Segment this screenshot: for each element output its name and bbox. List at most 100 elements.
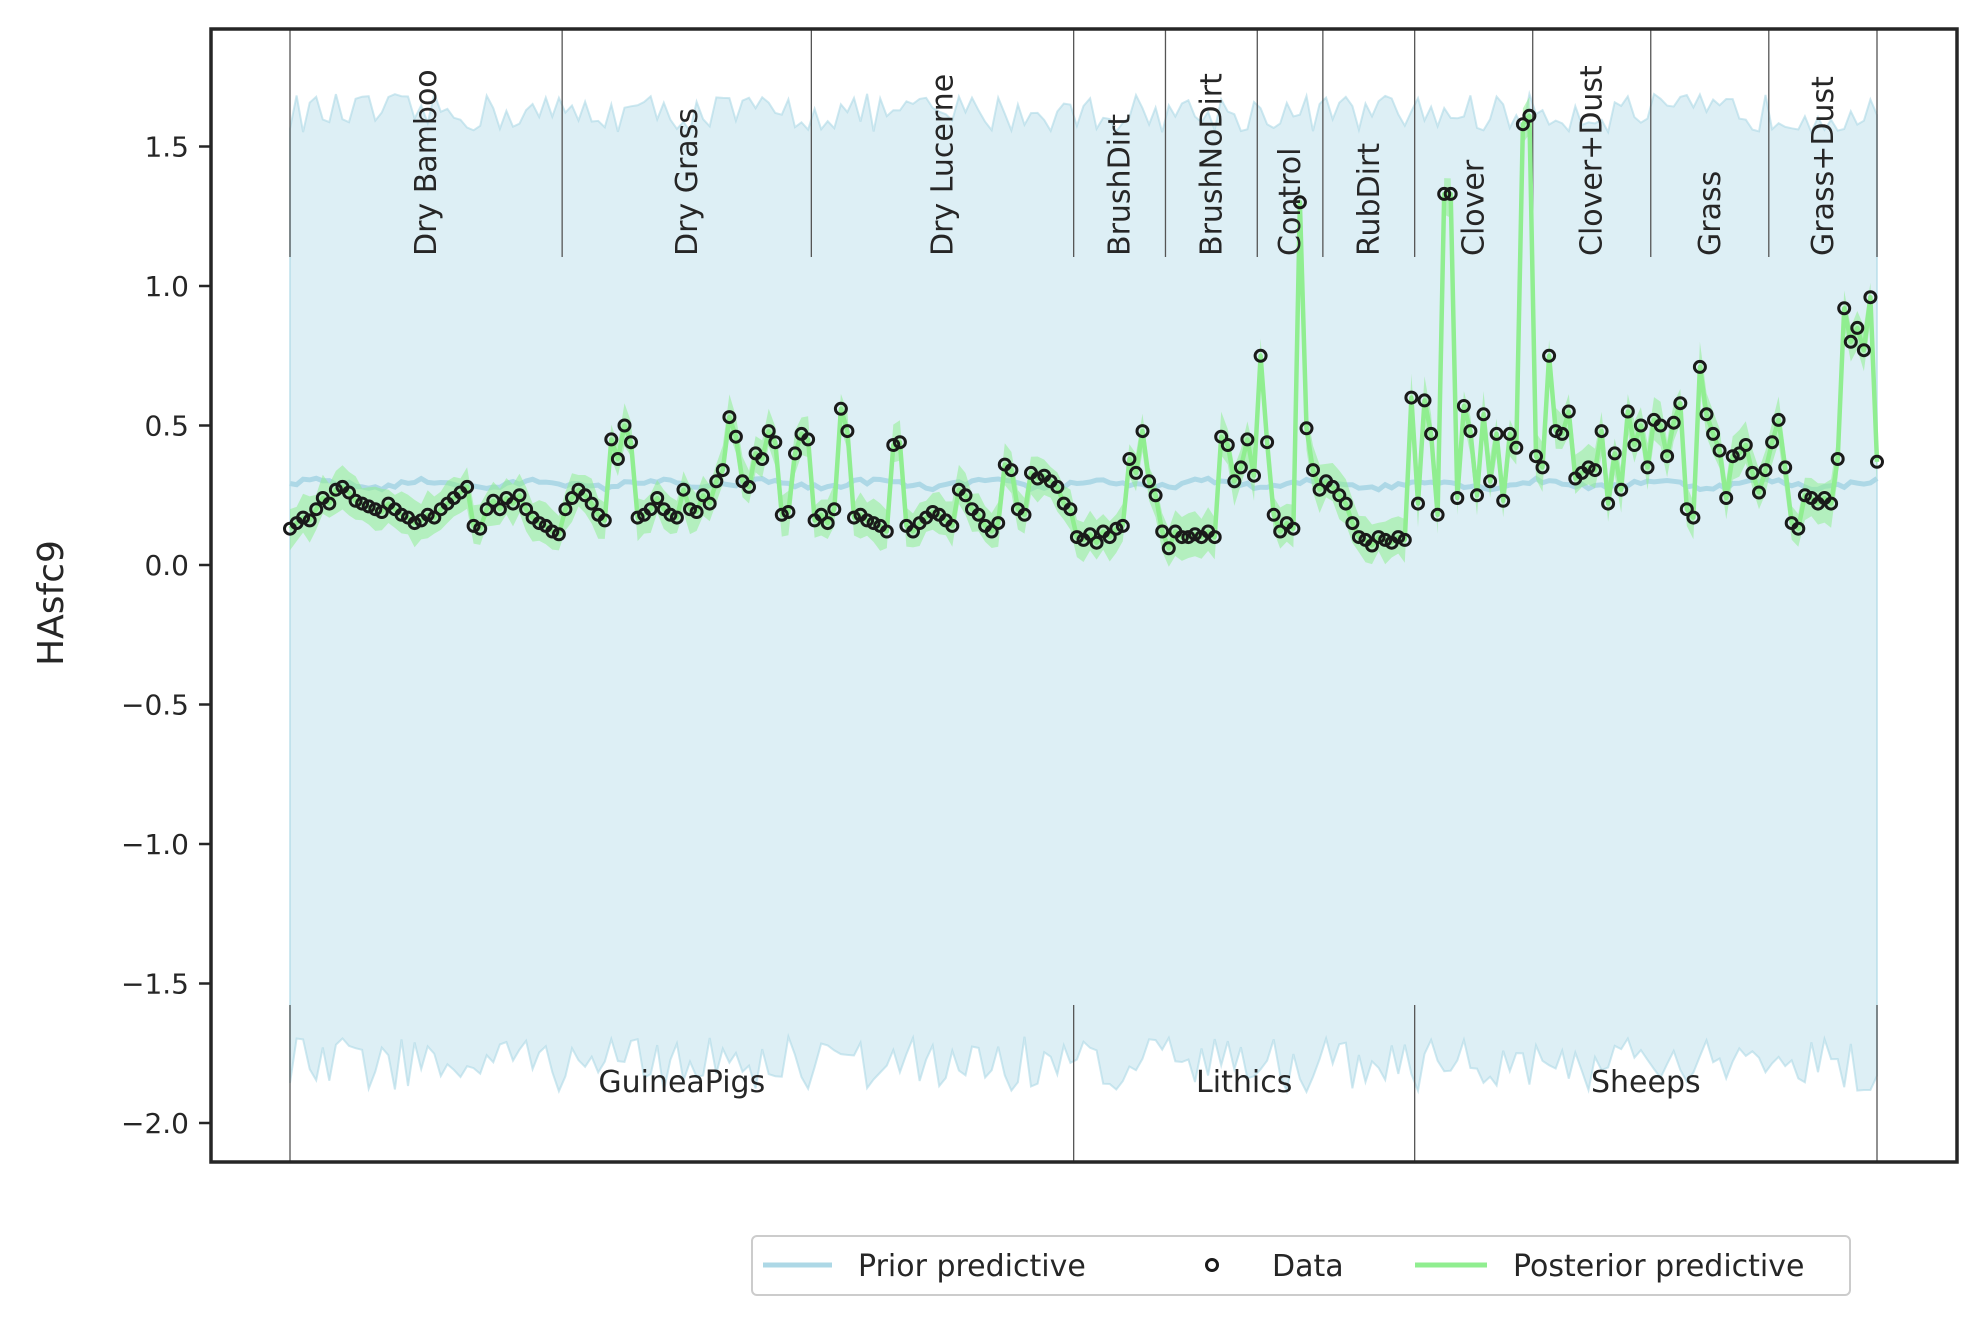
data-point — [1397, 532, 1412, 547]
data-point — [1496, 493, 1511, 508]
data-point — [761, 424, 776, 439]
data-point — [788, 446, 802, 461]
data-point — [1306, 463, 1320, 478]
data-point — [991, 516, 1006, 531]
data-point — [1129, 465, 1143, 480]
data-point — [1456, 399, 1471, 413]
data-point — [1863, 290, 1878, 305]
data-point — [1102, 530, 1117, 545]
legend-label: Data — [1272, 1249, 1344, 1284]
data-point — [643, 502, 658, 517]
data-point — [892, 435, 907, 450]
data-point — [1843, 334, 1858, 349]
data-point — [1758, 463, 1773, 478]
data-point — [715, 463, 730, 478]
data-point — [1627, 438, 1642, 452]
data-point — [1824, 496, 1839, 511]
data-point — [676, 482, 691, 497]
data-point — [473, 521, 488, 536]
group-label: GuineaPigs — [598, 1065, 765, 1100]
data-point — [1679, 502, 1694, 517]
data-point — [1188, 527, 1202, 542]
data-point — [1725, 449, 1740, 464]
data-point — [1050, 479, 1065, 494]
data-point — [1797, 488, 1812, 503]
legend-marker-swatch — [1205, 1258, 1219, 1272]
data-point — [1752, 485, 1766, 500]
data-point — [781, 505, 796, 519]
data-point — [1338, 496, 1353, 511]
data-point — [1483, 474, 1498, 489]
data-point — [1122, 452, 1137, 466]
data-point — [348, 493, 363, 508]
data-point — [1856, 343, 1871, 358]
data-point — [1069, 530, 1084, 545]
data-point — [1745, 465, 1760, 480]
data-point — [1161, 541, 1176, 556]
data-point — [1489, 426, 1504, 441]
data-point — [1135, 424, 1150, 439]
data-point — [1581, 460, 1596, 475]
data-point — [558, 502, 573, 517]
legend-label: Posterior predictive — [1513, 1249, 1804, 1284]
data-point — [1870, 454, 1884, 469]
data-point — [1548, 424, 1563, 439]
data-point — [1633, 418, 1648, 433]
data-point — [420, 507, 435, 522]
data-point — [1351, 530, 1366, 545]
y-tick-label: −2.0 — [121, 1107, 189, 1140]
data-point — [1430, 507, 1445, 522]
data-point — [1463, 424, 1478, 439]
data-point — [696, 488, 711, 503]
data-point — [1666, 415, 1681, 430]
data-point — [1470, 488, 1484, 503]
data-point — [1791, 521, 1806, 536]
data-point — [1148, 488, 1163, 503]
data-point — [1174, 530, 1189, 545]
data-point — [1437, 186, 1452, 201]
data-point — [1109, 521, 1124, 536]
y-tick-label: 1.0 — [144, 270, 189, 303]
data-point — [610, 452, 625, 466]
category-label: Dry Lucerne — [926, 74, 961, 256]
data-point — [1266, 507, 1281, 522]
data-point — [1004, 463, 1019, 478]
data-point — [1778, 460, 1793, 475]
data-point — [1404, 390, 1419, 405]
data-point — [1515, 117, 1530, 132]
data-point — [1155, 524, 1170, 539]
data-point — [1594, 424, 1609, 439]
data-point — [1312, 482, 1327, 497]
data-point — [820, 516, 835, 531]
data-layer — [283, 108, 1884, 556]
data-point — [1529, 449, 1543, 464]
data-point — [833, 401, 848, 416]
data-point — [1450, 491, 1465, 505]
data-point — [1535, 460, 1550, 475]
data-point — [906, 524, 920, 539]
prior-layer — [289, 89, 1879, 1096]
prior-predictive-band — [289, 89, 1878, 1096]
data-point — [1214, 429, 1229, 444]
legend-label: Prior predictive — [858, 1249, 1086, 1284]
data-point — [427, 510, 442, 525]
data-point — [361, 499, 376, 514]
data-point — [984, 524, 999, 539]
data-point — [827, 502, 842, 517]
data-point — [860, 513, 875, 528]
data-point — [355, 496, 370, 511]
data-point — [958, 488, 973, 503]
data-point — [460, 479, 475, 494]
data-point — [578, 488, 593, 503]
category-label: Clover — [1457, 159, 1492, 256]
data-point — [1476, 407, 1491, 422]
y-tick-label: −0.5 — [121, 689, 189, 722]
data-point — [669, 510, 684, 525]
data-point — [1325, 479, 1340, 494]
category-label: BrushNoDirt — [1194, 73, 1229, 256]
data-point — [1614, 482, 1629, 497]
data-point — [702, 496, 717, 511]
data-point — [683, 502, 697, 517]
